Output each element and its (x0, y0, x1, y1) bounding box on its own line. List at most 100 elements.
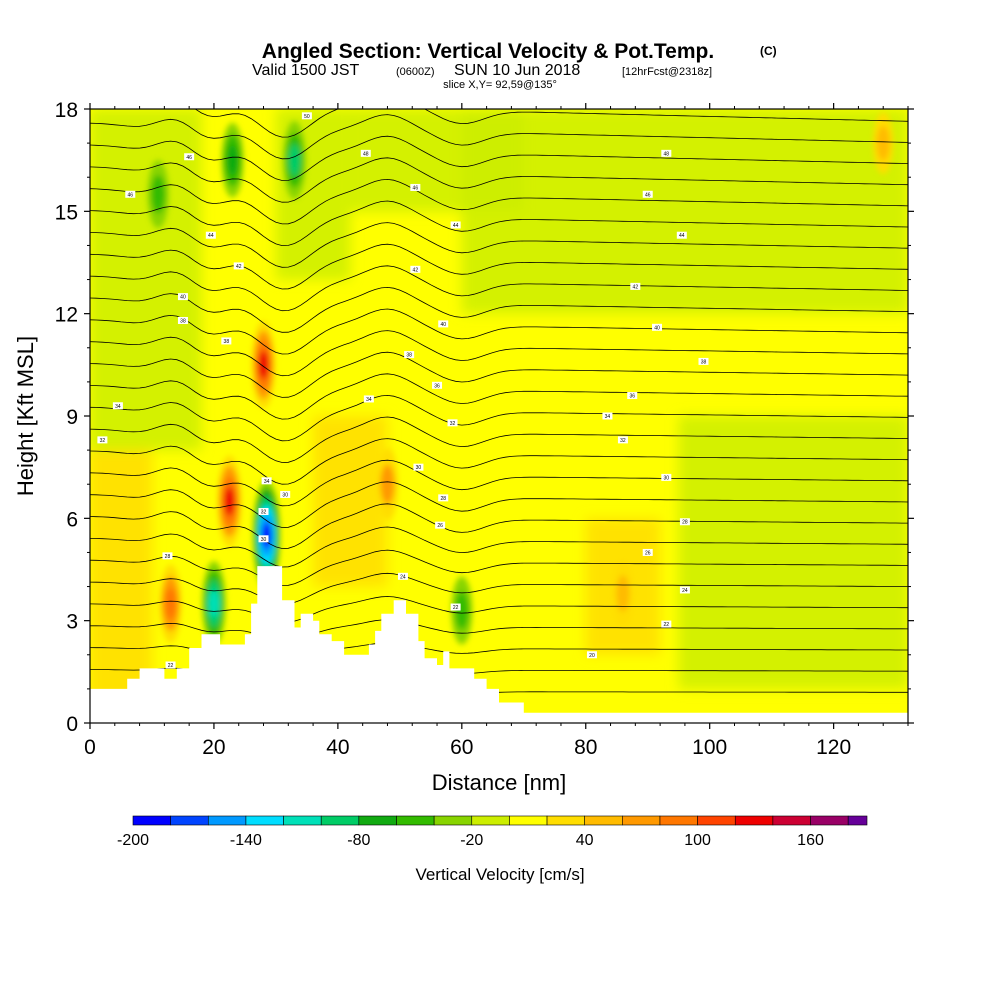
theta-contour (90, 596, 908, 623)
theta-contour (90, 619, 908, 642)
contour-label: 30 (664, 475, 670, 481)
colorbar-bin (207, 815, 247, 826)
contour-label: 32 (450, 421, 456, 427)
colorbar-bin (659, 815, 698, 826)
contour-label: 46 (186, 155, 192, 161)
contour-label: 38 (701, 359, 707, 365)
contour-label: 26 (437, 523, 443, 529)
colorbar-bin (396, 815, 435, 826)
colorbar-bin (810, 815, 849, 826)
contour-label: 34 (264, 479, 270, 485)
colorbar: -200 -140 -80 -20 40 100 160 (117, 815, 868, 849)
contour-label-bg (627, 392, 638, 400)
y-tick-label: 15 (55, 201, 78, 224)
contour-label-bg (679, 518, 690, 526)
x-axis: 0 20 40 60 80 100 120 (84, 103, 909, 759)
contour-label: 46 (645, 192, 651, 198)
contour-label-bg (301, 112, 312, 120)
y-tick-label: 12 (55, 304, 78, 327)
contour-label: 40 (654, 325, 660, 331)
contour-label-bg (679, 586, 690, 594)
field-band (461, 109, 908, 314)
contour-label: 32 (100, 438, 106, 444)
chart-title: Angled Section: Vertical Velocity & Pot.… (262, 40, 714, 63)
contour-labels: 46 46 44 42 40 38 38 34 32 28 22 34 32 30 30 50 48 46 44 42… (97, 112, 709, 669)
contour-label: 28 (682, 520, 688, 526)
valid-time-prefix: Valid 1500 JST (252, 62, 360, 79)
x-axis-title: Distance [nm] (432, 770, 567, 795)
contour-label-bg (410, 183, 421, 191)
contour-label-bg (676, 231, 687, 239)
y-tick-label: 0 (66, 713, 78, 736)
contour-label: 28 (440, 496, 446, 502)
contour-label-bg (261, 477, 272, 485)
x-tick-label: 80 (574, 736, 597, 759)
y-tick-label: 18 (55, 99, 78, 122)
contour-label-bg (233, 262, 244, 270)
colorbar-bin (320, 815, 360, 826)
colorbar-tick-label: 160 (797, 832, 824, 849)
theta-contour (194, 109, 908, 138)
colorbar-bin (734, 815, 774, 826)
theta-contour (90, 373, 908, 420)
contour-label: 36 (629, 394, 635, 400)
theta-contour (90, 135, 908, 181)
theta-contour (90, 222, 908, 268)
colorbar-bin (509, 815, 548, 826)
feature-updraft (224, 486, 235, 516)
contour-label: 38 (180, 318, 186, 324)
colorbar-tick-label: -140 (230, 832, 262, 849)
theta-contour (90, 416, 908, 463)
contour-label: 40 (180, 295, 186, 301)
colorbar-bin (622, 815, 661, 826)
contour-label-bg (280, 490, 291, 498)
field-band (313, 416, 388, 587)
contour-label-bg (363, 395, 374, 403)
contour-label: 22 (453, 605, 459, 611)
contour-label-bg (586, 651, 597, 659)
contour-label: 42 (236, 264, 242, 270)
plot-area: 46 46 44 42 40 38 38 34 32 28 22 34 32 30 30 50 48 46 44 42… (90, 109, 908, 723)
y-tick-label: 9 (66, 406, 78, 429)
contour-label-bg (438, 320, 449, 328)
contour-label-bg (432, 381, 443, 389)
colorbar-tick-label: -20 (460, 832, 483, 849)
colorbar-tick-label: -200 (117, 832, 149, 849)
colorbar-tick-label: 40 (576, 832, 594, 849)
contour-label: 48 (363, 151, 369, 157)
contour-label-bg (184, 153, 195, 161)
potential-temperature-contours (90, 109, 908, 697)
x-tick-label: 100 (692, 736, 727, 759)
contour-label-bg (438, 494, 449, 502)
contour-label: 26 (645, 550, 651, 556)
colorbar-bin (358, 815, 397, 826)
contour-label-bg (450, 603, 461, 611)
contour-label: 46 (413, 185, 419, 191)
theta-contour (90, 526, 908, 568)
contour-label-bg (450, 221, 461, 229)
colorbar-bin (433, 815, 473, 826)
feature-updraft (876, 125, 890, 161)
field-band (678, 416, 908, 689)
x-tick-label: 20 (202, 736, 225, 759)
theta-contour (90, 438, 908, 485)
feature-downdraft (288, 144, 301, 176)
theta-contour (90, 114, 908, 160)
contour-label: 24 (400, 574, 406, 580)
chart-title-block: Angled Section: Vertical Velocity & Pot.… (252, 40, 777, 91)
contour-label: 34 (115, 404, 121, 410)
contour-label: 32 (261, 510, 267, 516)
contour-label: 48 (664, 151, 670, 157)
contour-label: 22 (664, 622, 670, 628)
theta-contour (90, 308, 908, 355)
colorbar-bin (283, 815, 322, 826)
colorbar-bin (471, 815, 510, 826)
x-tick-label: 60 (450, 736, 473, 759)
theta-contour (90, 481, 908, 528)
x-tick-label: 120 (816, 736, 851, 759)
contour-label-bg (602, 412, 613, 420)
contour-label-bg (205, 231, 216, 239)
contour-label-bg (221, 337, 232, 345)
colorbar-tick-label: 100 (684, 832, 711, 849)
contour-label-bg (447, 419, 458, 427)
